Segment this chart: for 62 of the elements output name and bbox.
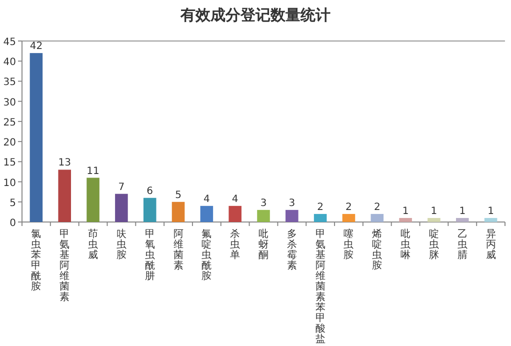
bar (228, 206, 242, 222)
data-label: 1 (488, 206, 494, 217)
bar (58, 170, 72, 222)
data-label: 11 (86, 166, 100, 177)
y-tick-label: 15 (3, 158, 16, 169)
y-tick-label: 45 (3, 37, 16, 48)
bar (484, 218, 498, 222)
data-label: 42 (30, 41, 43, 52)
x-tick-label: 吡虫啉 (400, 228, 411, 261)
bar (314, 214, 327, 222)
x-tick-label: 多杀霉素 (286, 228, 297, 272)
bar (342, 214, 356, 222)
data-label: 4 (232, 194, 238, 205)
x-tick-label: 异丙威 (486, 229, 496, 261)
bar (370, 214, 384, 222)
bar (30, 53, 43, 222)
x-tick-label: 啶虫脒 (428, 228, 439, 261)
y-tick-label: 25 (3, 117, 16, 128)
x-tick-label: 茚虫威 (88, 228, 98, 261)
data-label: 3 (288, 198, 296, 209)
data-label: 4 (203, 194, 210, 205)
data-label: 2 (317, 202, 324, 213)
y-tick-label: 20 (3, 138, 16, 149)
x-tick-label: 甲氧虫酰肼 (144, 229, 155, 282)
y-tick-label: 40 (3, 57, 16, 68)
bar (200, 206, 214, 222)
category-label: 甲氨基阿维菌素苯甲酸盐 (315, 229, 326, 345)
y-tick-label: 10 (3, 178, 16, 189)
bar (456, 218, 469, 222)
bar (115, 194, 128, 222)
data-label: 6 (146, 186, 154, 197)
y-tick-label: 35 (3, 77, 16, 88)
data-label: 2 (374, 202, 380, 213)
y-tick-label: 5 (10, 198, 16, 209)
x-tick-label: 杀虫单 (230, 228, 240, 261)
x-tick-label: 烯啶虫胺 (372, 228, 382, 272)
data-label: 7 (118, 182, 125, 193)
bar (86, 178, 100, 222)
data-label: 2 (346, 202, 352, 213)
data-label: 1 (430, 206, 438, 217)
data-label: 5 (175, 190, 182, 201)
bar (286, 210, 298, 222)
x-tick-label: 乙虫腈 (457, 229, 468, 261)
x-tick-label: 阿维菌素 (173, 229, 184, 272)
y-tick-label: 30 (3, 97, 16, 108)
y-tick-label: 0 (10, 218, 16, 229)
x-tick-label: 吡蚜酮 (258, 228, 268, 261)
data-label: 13 (58, 158, 71, 169)
chart-title: 有效成分登记数量统计 (180, 6, 330, 24)
bar (172, 202, 185, 222)
x-tick-label: 呋虫胺 (116, 228, 126, 261)
x-tick-label: 氟啶虫酰胺 (202, 229, 212, 282)
data-label: 3 (260, 198, 267, 209)
bar (399, 218, 412, 222)
bar (428, 218, 440, 222)
bar (257, 210, 270, 222)
x-tick-label: 氯虫苯甲酰胺 (31, 229, 42, 292)
data-label: 1 (402, 206, 409, 217)
x-tick-label: 噻虫胺 (344, 228, 354, 261)
bar (143, 198, 156, 222)
data-label: 1 (459, 206, 466, 217)
x-tick-label: 甲氨基阿维菌素 (60, 229, 70, 303)
